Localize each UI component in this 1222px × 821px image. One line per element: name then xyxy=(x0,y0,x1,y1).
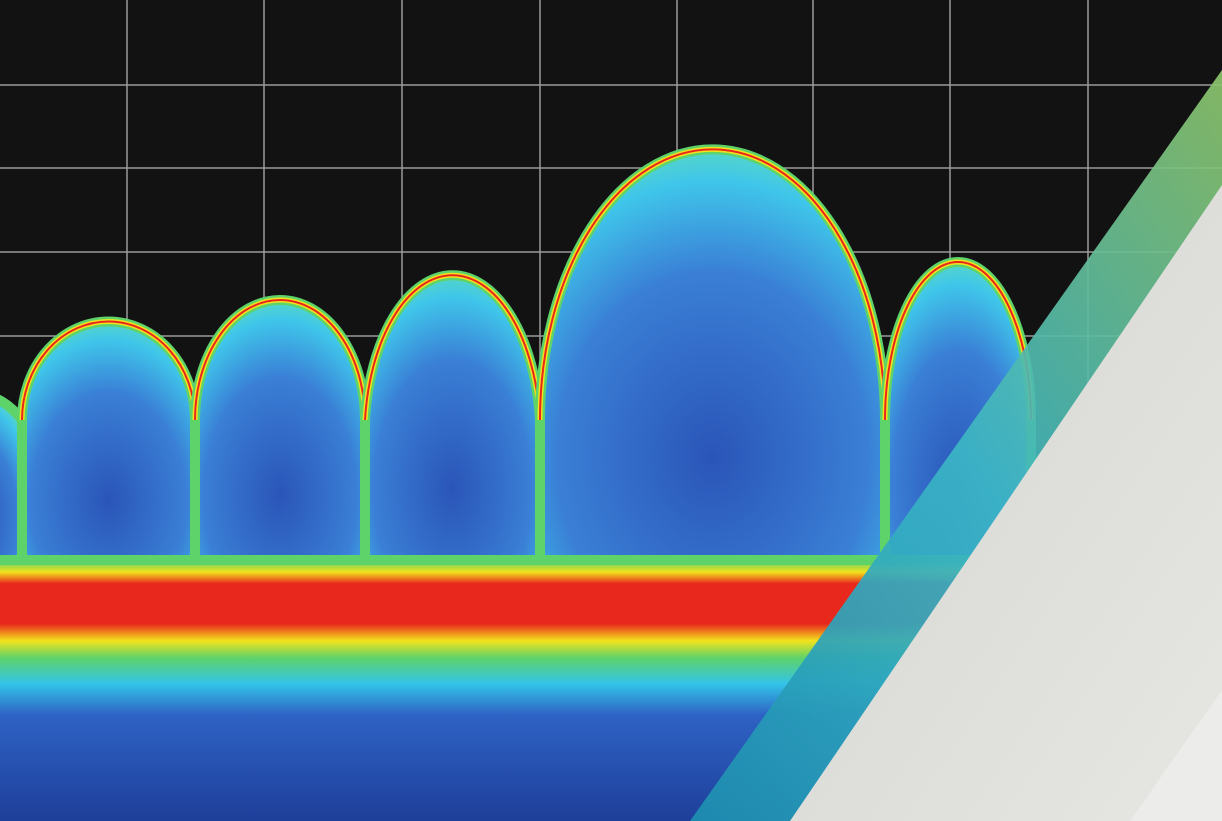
lobe-body xyxy=(17,316,200,565)
lobe-body xyxy=(190,295,370,565)
lobe-edge xyxy=(884,261,1032,421)
diagonal-highlight xyxy=(1130,690,1222,821)
diagonal-panel xyxy=(790,185,1222,821)
lobe-edge xyxy=(539,148,886,421)
lobe-edge xyxy=(364,274,541,421)
lobe-edge xyxy=(21,320,196,421)
lobes xyxy=(0,144,1036,565)
lobe-edge xyxy=(194,299,366,421)
